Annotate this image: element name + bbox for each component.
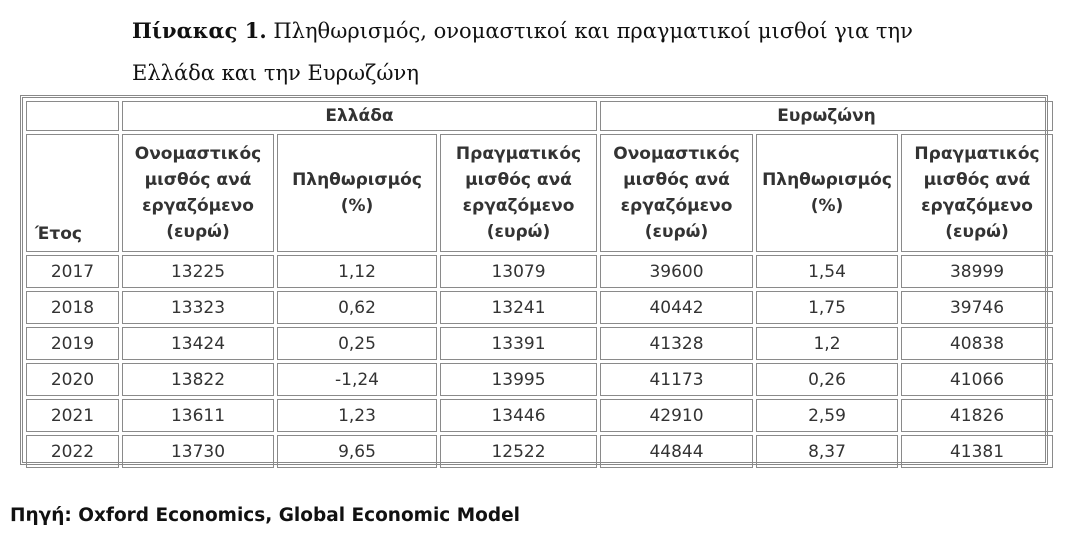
column-header-line: (%)	[340, 196, 374, 216]
value-cell: 44844	[600, 435, 753, 468]
value-cell: -1,24	[277, 363, 437, 396]
column-header-line: εργαζόμενο	[462, 196, 575, 216]
column-header-line: (ευρώ)	[166, 222, 230, 242]
column-header-gr-nominal-wage: Ονομαστικός μισθός ανά εργαζόμενο (ευρώ)	[122, 134, 274, 252]
year-cell: 2017	[26, 255, 119, 288]
value-cell: 13424	[122, 327, 274, 360]
value-cell: 13611	[122, 399, 274, 432]
value-cell: 0,26	[756, 363, 898, 396]
value-cell: 9,65	[277, 435, 437, 468]
value-cell: 13995	[440, 363, 597, 396]
column-header-ez-nominal-wage: Ονομαστικός μισθός ανά εργαζόμενο (ευρώ)	[600, 134, 753, 252]
column-header-line: μισθός ανά	[623, 170, 730, 190]
value-cell: 13446	[440, 399, 597, 432]
value-cell: 12522	[440, 435, 597, 468]
year-cell: 2018	[26, 291, 119, 324]
column-header-line: Έτος	[35, 224, 82, 244]
year-cell: 2021	[26, 399, 119, 432]
value-cell: 41173	[600, 363, 753, 396]
corner-cell	[26, 101, 119, 131]
column-header-gr-real-wage: Πραγματικός μισθός ανά εργαζόμενο (ευρώ)	[440, 134, 597, 252]
value-cell: 1,23	[277, 399, 437, 432]
column-header-line: εργαζόμενο	[142, 196, 254, 216]
column-header-line: εργαζόμενο	[620, 196, 733, 216]
value-cell: 13730	[122, 435, 274, 468]
value-cell: 13241	[440, 291, 597, 324]
value-cell: 41381	[901, 435, 1053, 468]
value-cell: 13323	[122, 291, 274, 324]
value-cell: 2,59	[756, 399, 898, 432]
column-header-ez-inflation: Πληθωρισμός (%)	[756, 134, 898, 252]
value-cell: 13822	[122, 363, 274, 396]
value-cell: 0,25	[277, 327, 437, 360]
value-cell: 41066	[901, 363, 1053, 396]
year-cell: 2020	[26, 363, 119, 396]
value-cell: 38999	[901, 255, 1053, 288]
group-header-greece: Ελλάδα	[122, 101, 597, 131]
value-cell: 13225	[122, 255, 274, 288]
table-row: 2022 13730 9,65 12522 44844 8,37 41381	[26, 435, 1053, 468]
value-cell: 1,12	[277, 255, 437, 288]
column-header-line: εργαζόμενο	[921, 196, 1033, 216]
column-header-line: Πραγματικός	[914, 144, 1040, 164]
group-header-eurozone: Ευρωζώνη	[600, 101, 1053, 131]
table-row: 2019 13424 0,25 13391 41328 1,2 40838	[26, 327, 1053, 360]
value-cell: 0,62	[277, 291, 437, 324]
column-header-ez-real-wage: Πραγματικός μισθός ανά εργαζόμενο (ευρώ)	[901, 134, 1053, 252]
year-cell: 2019	[26, 327, 119, 360]
value-cell: 39746	[901, 291, 1053, 324]
column-header-line: Πληθωρισμός	[762, 170, 892, 190]
value-cell: 41826	[901, 399, 1053, 432]
group-header-row: Ελλάδα Ευρωζώνη	[26, 101, 1053, 131]
column-header-row: Έτος Ονομαστικός μισθός ανά εργαζόμενο (ευρώ…	[26, 134, 1053, 252]
source-note: Πηγή: Oxford Economics, Global Economic …	[10, 505, 520, 526]
table-row: 2017 13225 1,12 13079 39600 1,54 38999	[26, 255, 1053, 288]
value-cell: 42910	[600, 399, 753, 432]
column-header-line: Πληθωρισμός	[292, 170, 422, 190]
value-cell: 1,75	[756, 291, 898, 324]
value-cell: 39600	[600, 255, 753, 288]
year-cell: 2022	[26, 435, 119, 468]
value-cell: 1,2	[756, 327, 898, 360]
value-cell: 13079	[440, 255, 597, 288]
column-header-year: Έτος	[26, 134, 119, 252]
table-row: 2018 13323 0,62 13241 40442 1,75 39746	[26, 291, 1053, 324]
data-table: Ελλάδα Ευρωζώνη Έτος Ονομαστικός μισθός αν…	[23, 98, 1056, 471]
column-header-line: (ευρώ)	[644, 222, 709, 242]
column-header-line: (%)	[810, 196, 844, 216]
column-header-line: μισθός ανά	[465, 170, 572, 190]
column-header-line: (ευρώ)	[945, 222, 1009, 242]
value-cell: 8,37	[756, 435, 898, 468]
caption-text: Πληθωρισμός, ονομαστικοί και πραγματικοί…	[132, 19, 913, 85]
column-header-line: μισθός ανά	[144, 170, 252, 190]
table-row: 2021 13611 1,23 13446 42910 2,59 41826	[26, 399, 1053, 432]
column-header-line: Ονομαστικός	[134, 144, 262, 164]
column-header-line: (ευρώ)	[486, 222, 551, 242]
value-cell: 1,54	[756, 255, 898, 288]
column-header-line: Ονομαστικός	[613, 144, 740, 164]
table-row: 2020 13822 -1,24 13995 41173 0,26 41066	[26, 363, 1053, 396]
table-caption: Πίνακας 1. Πληθωρισμός, ονομαστικοί και …	[132, 10, 992, 94]
column-header-gr-inflation: Πληθωρισμός (%)	[277, 134, 437, 252]
value-cell: 40442	[600, 291, 753, 324]
table-body: 2017 13225 1,12 13079 39600 1,54 38999 2018 1332…	[26, 255, 1053, 468]
column-header-line: Πραγματικός	[455, 144, 582, 164]
value-cell: 40838	[901, 327, 1053, 360]
value-cell: 13391	[440, 327, 597, 360]
caption-label: Πίνακας 1.	[132, 18, 267, 43]
column-header-line: μισθός ανά	[923, 170, 1031, 190]
data-table-frame: Ελλάδα Ευρωζώνη Έτος Ονομαστικός μισθός αν…	[20, 95, 1053, 468]
value-cell: 41328	[600, 327, 753, 360]
